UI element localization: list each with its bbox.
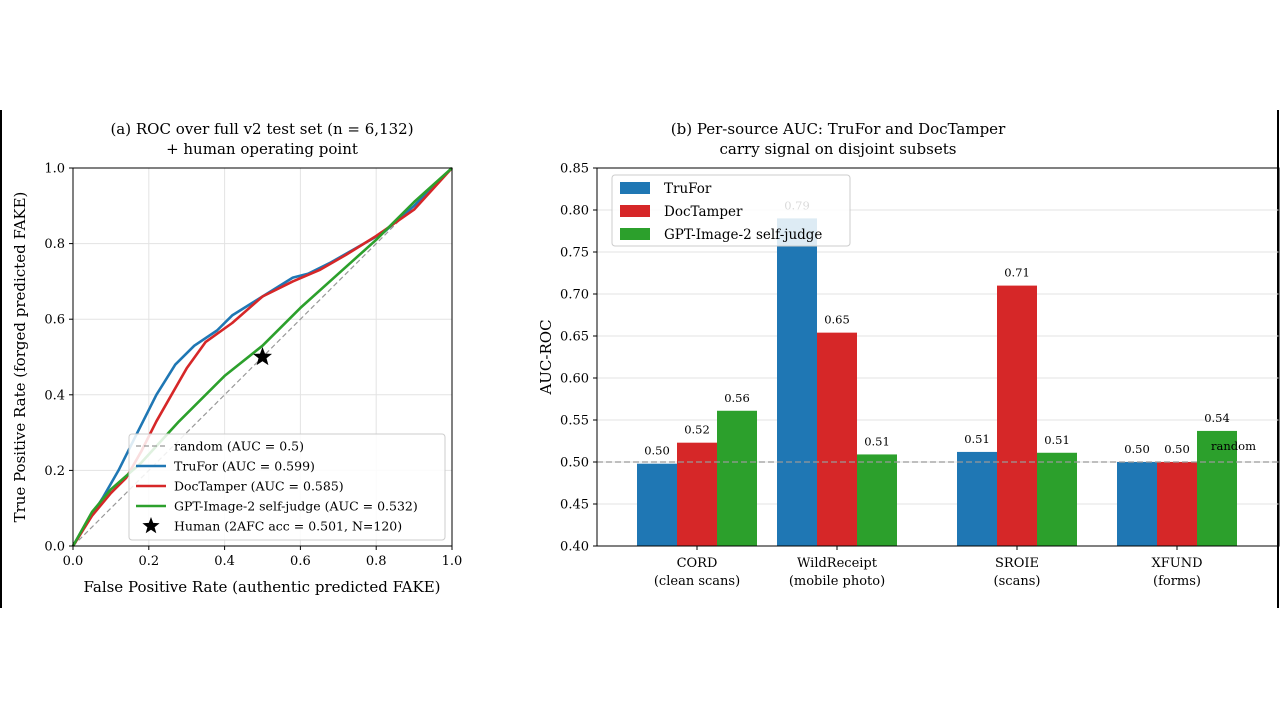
auc-legend: TruFor DocTamper GPT-Image-2 self-judge bbox=[611, 174, 851, 247]
roc-subtitle: + human operating point bbox=[166, 140, 358, 158]
roc-y-tick-label: 0.4 bbox=[44, 388, 65, 403]
auc-legend-swatch bbox=[620, 228, 650, 240]
auc-y-tick-label: 0.60 bbox=[560, 372, 589, 387]
roc-x-tick-label: 1.0 bbox=[442, 554, 463, 569]
bar-trufor-wildreceipt bbox=[777, 218, 817, 546]
roc-x-tick-label: 0.8 bbox=[366, 554, 387, 569]
bar-value-label: 0.54 bbox=[1204, 411, 1230, 425]
auc-y-tick-label: 0.75 bbox=[560, 246, 589, 261]
auc-title: (b) Per-source AUC: TruFor and DocTamper bbox=[671, 120, 1006, 138]
bar-trufor-cord bbox=[637, 463, 677, 546]
bar-doctamper-cord bbox=[677, 442, 717, 546]
bar-value-label: 0.71 bbox=[1004, 266, 1030, 280]
bar-doctamper-xfund bbox=[1157, 462, 1197, 546]
roc-x-tick-label: 0.2 bbox=[138, 554, 159, 569]
auc-legend-swatch bbox=[620, 182, 650, 194]
auc-y-tick-label: 0.50 bbox=[560, 456, 589, 471]
roc-series-lines bbox=[71, 167, 453, 547]
auc-legend-label: TruFor bbox=[664, 181, 712, 197]
auc-random-reference: random bbox=[597, 439, 1279, 463]
roc-markers bbox=[253, 347, 272, 366]
roc-line-gptimage2 bbox=[71, 167, 453, 547]
auc-subtitle: carry signal on disjoint subsets bbox=[720, 140, 957, 158]
bar-doctamper-wildreceipt bbox=[817, 332, 857, 546]
bar-value-label: 0.50 bbox=[1164, 442, 1190, 456]
roc-title: (a) ROC over full v2 test set (n = 6,132… bbox=[110, 120, 413, 138]
auc-category-sublabel: (mobile photo) bbox=[789, 574, 885, 589]
auc-y-axis-label: AUC-ROC bbox=[537, 319, 555, 395]
bar-trufor-sroie bbox=[957, 451, 997, 546]
bar-gptimage2-cord bbox=[717, 410, 757, 546]
roc-y-tick-label: 1.0 bbox=[44, 162, 65, 177]
auc-y-tick-label: 0.40 bbox=[560, 540, 589, 555]
roc-y-ticks: 0.0 0.2 0.4 0.6 0.8 1.0 bbox=[44, 162, 73, 555]
roc-panel: (a) ROC over full v2 test set (n = 6,132… bbox=[11, 120, 462, 596]
bar-value-label: 0.65 bbox=[824, 313, 850, 327]
roc-y-tick-label: 0.6 bbox=[44, 313, 65, 328]
roc-x-axis-label: False Positive Rate (authentic predicted… bbox=[83, 578, 440, 596]
bar-value-label: 0.51 bbox=[864, 434, 890, 448]
auc-y-tick-label: 0.80 bbox=[560, 204, 589, 219]
roc-x-tick-label: 0.6 bbox=[290, 554, 311, 569]
bar-value-label: 0.56 bbox=[724, 391, 750, 405]
auc-y-tick-label: 0.45 bbox=[560, 498, 589, 513]
auc-category-label: WildReceipt bbox=[797, 556, 878, 571]
roc-plot-frame bbox=[72, 167, 453, 547]
auc-legend-label: DocTamper bbox=[664, 204, 743, 220]
roc-legend-label: DocTamper (AUC = 0.585) bbox=[174, 479, 344, 494]
roc-y-tick-label: 0.2 bbox=[44, 464, 65, 479]
roc-legend-label: GPT-Image-2 self-judge (AUC = 0.532) bbox=[174, 499, 418, 514]
auc-category-sublabel: (scans) bbox=[994, 574, 1041, 589]
roc-y-tick-label: 0.0 bbox=[44, 540, 65, 555]
bar-doctamper-sroie bbox=[997, 285, 1037, 546]
roc-legend-label: random (AUC = 0.5) bbox=[174, 439, 304, 454]
bar-value-label: 0.51 bbox=[1044, 433, 1070, 447]
bar-gptimage2-xfund bbox=[1197, 430, 1237, 546]
auc-bars bbox=[637, 218, 1237, 546]
roc-y-tick-label: 0.8 bbox=[44, 237, 65, 252]
roc-legend: random (AUC = 0.5) TruFor (AUC = 0.599) Do… bbox=[128, 433, 446, 541]
roc-legend-label: Human (2AFC acc = 0.501, N=120) bbox=[174, 519, 402, 534]
auc-category-sublabel: (clean scans) bbox=[654, 574, 740, 589]
auc-y-tick-label: 0.70 bbox=[560, 288, 589, 303]
auc-data-labels: 0.500.520.560.790.650.510.510.710.510.50… bbox=[644, 198, 1230, 457]
bar-gptimage2-sroie bbox=[1037, 452, 1077, 546]
auc-category-label: SROIE bbox=[995, 556, 1039, 571]
roc-line-doctamper bbox=[71, 167, 453, 547]
bar-trufor-xfund bbox=[1117, 462, 1157, 546]
bar-value-label: 0.50 bbox=[644, 444, 670, 458]
roc-y-axis-label: True Positive Rate (forged predicted FAK… bbox=[11, 192, 29, 523]
bar-value-label: 0.50 bbox=[1124, 442, 1150, 456]
roc-x-tick-label: 0.4 bbox=[214, 554, 235, 569]
auc-category-label: CORD bbox=[677, 556, 718, 571]
auc-legend-label: GPT-Image-2 self-judge bbox=[664, 227, 822, 243]
auc-y-tick-label: 0.85 bbox=[560, 162, 589, 177]
human-operating-point-star bbox=[253, 347, 272, 366]
bar-value-label: 0.52 bbox=[684, 423, 710, 437]
roc-x-ticks: 0.0 0.2 0.4 0.6 0.8 1.0 bbox=[63, 546, 463, 569]
roc-legend-label: TruFor (AUC = 0.599) bbox=[174, 459, 315, 474]
bar-value-label: 0.51 bbox=[964, 432, 990, 446]
auc-legend-box bbox=[611, 174, 851, 247]
bar-gptimage2-wildreceipt bbox=[857, 454, 897, 546]
auc-legend-swatch bbox=[620, 205, 650, 217]
auc-x-ticks: CORD (clean scans) WildReceipt (mobile phot… bbox=[654, 546, 1203, 589]
roc-legend-box bbox=[128, 433, 446, 541]
auc-y-tick-label: 0.55 bbox=[560, 414, 589, 429]
auc-y-tick-label: 0.65 bbox=[560, 330, 589, 345]
auc-panel: (b) Per-source AUC: TruFor and DocTamper… bbox=[537, 120, 1280, 589]
auc-y-ticks: 0.40 0.45 0.50 0.55 0.60 0.65 0.70 0.75 0.80 0.85 bbox=[560, 162, 597, 555]
auc-category-sublabel: (forms) bbox=[1153, 574, 1201, 589]
auc-category-label: XFUND bbox=[1151, 556, 1202, 571]
random-reference-label: random bbox=[1211, 439, 1256, 453]
auc-plot-frame bbox=[596, 167, 1280, 547]
roc-x-tick-label: 0.0 bbox=[63, 554, 84, 569]
roc-legend-star bbox=[142, 517, 160, 534]
